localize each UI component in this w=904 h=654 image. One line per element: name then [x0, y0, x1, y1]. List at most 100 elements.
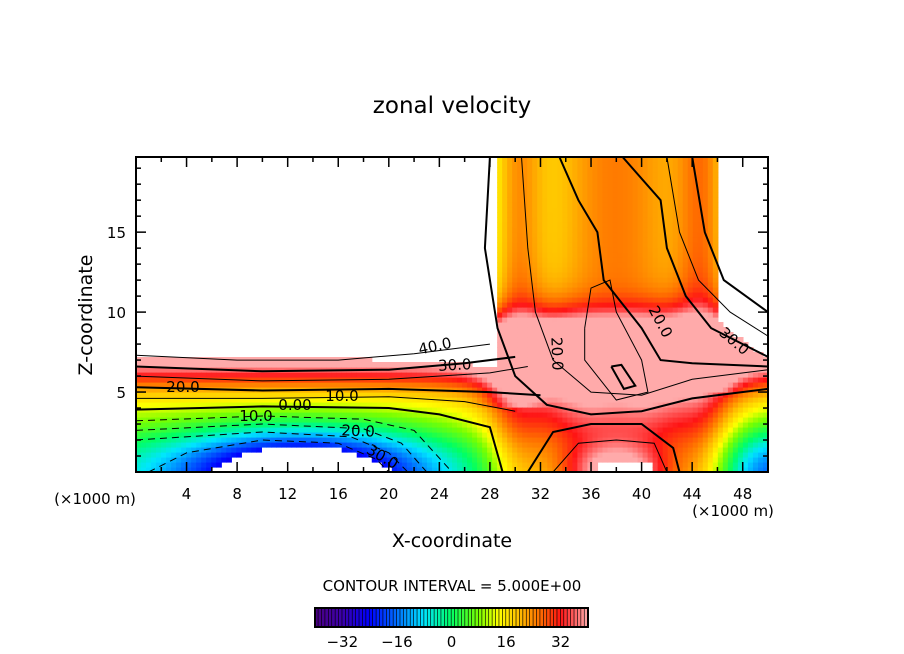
field-cell [587, 322, 594, 328]
field-cell [547, 192, 553, 198]
field-cell [467, 412, 473, 418]
field-cell [757, 367, 764, 373]
field-cell [612, 322, 619, 328]
field-cell [597, 447, 604, 453]
field-cell [537, 217, 543, 223]
field-cell [582, 337, 589, 343]
field-cell [136, 442, 142, 448]
field-cell [607, 202, 614, 208]
field-cell [146, 432, 152, 438]
field-cell [577, 242, 584, 248]
field-cell [191, 407, 197, 413]
field-cell [482, 457, 488, 463]
field-cell [446, 387, 453, 393]
field-cell [416, 417, 423, 423]
field-cell [542, 462, 548, 468]
field-cell [627, 207, 634, 213]
field-cell [687, 317, 694, 323]
field-cell [316, 402, 323, 408]
field-cell [722, 412, 729, 418]
field-cell [572, 442, 578, 448]
field-cell [732, 347, 739, 353]
field-cell [702, 217, 709, 223]
field-cell [512, 332, 518, 338]
field-cell [732, 367, 739, 373]
field-cell [276, 392, 283, 398]
field-cell [547, 382, 553, 388]
field-cell [286, 412, 293, 418]
field-cell [271, 407, 278, 413]
field-cell [436, 372, 443, 378]
field-cell [316, 422, 323, 428]
field-cell [286, 427, 293, 433]
field-cell [707, 252, 714, 258]
field-cell [236, 407, 242, 413]
field-cell [647, 192, 654, 198]
field-cell [682, 157, 689, 163]
field-cell [672, 447, 679, 453]
field-cell [186, 457, 192, 463]
field-cell [176, 392, 182, 398]
field-cell [176, 462, 182, 468]
field-cell [517, 182, 523, 188]
field-cell [452, 417, 458, 423]
field-cell [421, 412, 428, 418]
field-cell [707, 437, 714, 443]
field-cell [602, 282, 609, 288]
field-cell [431, 422, 438, 428]
field-cell [587, 212, 594, 218]
field-cell [572, 412, 578, 418]
field-cell [306, 437, 313, 443]
field-cell [522, 352, 528, 358]
field-cell [682, 277, 689, 283]
field-cell [622, 257, 629, 263]
field-cell [562, 352, 568, 358]
field-cell [667, 242, 674, 248]
field-cell [141, 432, 147, 438]
field-cell [627, 282, 634, 288]
field-cell [502, 417, 508, 423]
field-cell [572, 252, 578, 258]
field-cell [517, 297, 523, 303]
field-cell [161, 467, 167, 472]
field-cell [196, 452, 202, 458]
field-cell [602, 377, 609, 383]
field-cell [211, 437, 217, 443]
field-cell [141, 367, 147, 373]
field-cell [652, 462, 659, 468]
field-cell [552, 417, 558, 423]
field-cell [446, 437, 453, 443]
field-cell [652, 317, 659, 323]
field-cell [727, 352, 734, 358]
field-cell [251, 442, 257, 448]
field-cell [592, 307, 599, 313]
field-cell [657, 187, 664, 193]
field-cell [507, 467, 513, 472]
field-cell [206, 392, 212, 398]
field-cell [517, 277, 523, 283]
field-cell [582, 402, 589, 408]
field-cell [577, 207, 584, 213]
field-cell [632, 227, 639, 233]
field-cell [366, 372, 373, 378]
field-cell [572, 382, 578, 388]
field-cell [281, 412, 288, 418]
field-cell [241, 397, 247, 403]
field-cell [732, 467, 739, 472]
field-cell [732, 402, 739, 408]
field-cell [672, 272, 679, 278]
field-cell [532, 417, 538, 423]
field-cell [401, 447, 408, 453]
field-cell [512, 162, 518, 168]
field-cell [502, 342, 508, 348]
field-cell [396, 377, 403, 383]
field-cell [662, 307, 669, 313]
field-cell [492, 382, 498, 388]
field-cell [552, 217, 558, 223]
field-cell [487, 437, 493, 443]
field-cell [457, 442, 463, 448]
field-cell [682, 207, 689, 213]
field-cell [401, 452, 408, 458]
field-cell [567, 447, 573, 453]
field-cell [542, 202, 548, 208]
